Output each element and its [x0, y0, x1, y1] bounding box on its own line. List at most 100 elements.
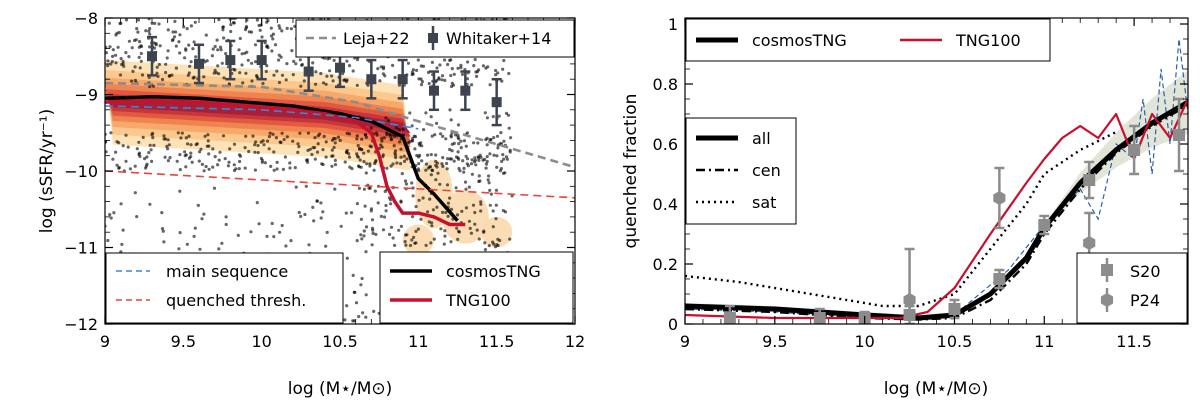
scatter-point — [362, 187, 366, 191]
scatter-point — [124, 159, 128, 163]
scatter-point — [247, 149, 251, 154]
scatter-point — [411, 72, 415, 76]
scatter-point — [501, 171, 506, 175]
scatter-point — [294, 185, 298, 189]
scatter-point — [144, 164, 148, 168]
line-quenched-thresh- — [105, 170, 575, 199]
scatter-point — [278, 26, 282, 30]
scatter-point — [411, 139, 415, 143]
scatter-point — [343, 160, 347, 164]
scatter-point — [477, 237, 481, 241]
scatter-point — [133, 164, 137, 168]
scatter-point — [343, 318, 347, 322]
scatter-point — [174, 30, 178, 34]
scatter-point — [491, 115, 495, 119]
y-tick-label: 0.2 — [653, 255, 678, 274]
scatter-point — [429, 153, 433, 157]
x-tick-label: 10 — [854, 332, 874, 351]
scatter-point — [360, 237, 364, 241]
scatter-point — [272, 168, 276, 172]
scatter-point — [261, 139, 265, 143]
scatter-point — [462, 139, 466, 143]
scatter-point — [183, 154, 187, 158]
scatter-point — [478, 179, 482, 183]
scatter-point — [298, 58, 302, 62]
scatter-point — [402, 159, 407, 163]
scatter-point — [106, 238, 110, 243]
scatter-point — [138, 154, 142, 158]
scatter-point — [330, 74, 334, 78]
scatter-point — [468, 226, 472, 230]
scatter-point — [391, 162, 395, 166]
s20-point — [813, 312, 826, 324]
scatter-point — [260, 160, 264, 164]
scatter-point — [357, 164, 361, 168]
scatter-point — [491, 225, 495, 229]
scatter-point — [218, 150, 222, 154]
scatter-point — [237, 167, 241, 171]
scatter-point — [358, 158, 362, 162]
scatter-point — [297, 145, 301, 149]
scatter-point — [430, 134, 434, 138]
scatter-point — [379, 214, 383, 218]
scatter-point — [469, 231, 473, 235]
scatter-point — [489, 137, 493, 142]
scatter-point — [502, 157, 506, 161]
scatter-point — [273, 43, 278, 47]
scatter-point — [504, 155, 509, 159]
scatter-point — [270, 221, 274, 226]
scatter-point — [349, 211, 354, 215]
scatter-point — [280, 131, 284, 135]
scatter-point — [456, 156, 460, 160]
scatter-point — [280, 73, 285, 77]
scatter-point — [114, 150, 118, 154]
scatter-point — [147, 29, 151, 33]
scatter-point — [328, 69, 332, 73]
scatter-point — [270, 49, 274, 53]
legend-cosmos-label: cosmosTNG — [446, 262, 541, 281]
scatter-point — [285, 62, 289, 66]
scatter-point — [183, 56, 187, 60]
scatter-point — [143, 157, 147, 161]
scatter-point — [120, 242, 124, 246]
scatter-point — [198, 150, 202, 154]
scatter-point — [456, 150, 460, 154]
scatter-point — [472, 64, 476, 68]
scatter-point — [411, 215, 415, 219]
scatter-point — [319, 71, 323, 76]
scatter-point — [265, 234, 269, 238]
scatter-point — [483, 111, 487, 115]
scatter-point — [457, 137, 461, 141]
scatter-point — [412, 134, 416, 138]
right-y-label: quenched fraction — [621, 94, 641, 249]
x-tick-label: 9 — [680, 332, 690, 351]
legend-tng-label: TNG100 — [955, 31, 1021, 50]
scatter-point — [297, 210, 301, 215]
scatter-point — [375, 133, 379, 137]
scatter-point — [152, 143, 156, 147]
scatter-point — [344, 211, 348, 215]
scatter-point — [488, 188, 492, 192]
scatter-point — [501, 153, 505, 157]
scatter-point — [170, 73, 174, 77]
scatter-point — [408, 111, 412, 115]
legend-whitaker-label: Whitaker+14 — [446, 29, 551, 48]
scatter-point — [413, 147, 417, 151]
scatter-point — [217, 158, 221, 162]
scatter-point — [450, 67, 454, 71]
scatter-point — [408, 140, 412, 144]
scatter-point — [203, 134, 207, 138]
scatter-point — [220, 61, 224, 65]
scatter-point — [495, 243, 499, 247]
scatter-point — [359, 233, 363, 237]
scatter-point — [135, 147, 139, 151]
left-y-label: log (sSFR/yr⁻¹) — [37, 109, 57, 233]
scatter-point — [185, 27, 189, 31]
scatter-point — [147, 151, 151, 155]
scatter-point — [418, 153, 422, 157]
scatter-point — [107, 21, 111, 25]
scatter-point — [250, 79, 254, 83]
scatter-point — [264, 69, 268, 74]
scatter-point — [189, 155, 193, 159]
scatter-point — [167, 74, 171, 78]
